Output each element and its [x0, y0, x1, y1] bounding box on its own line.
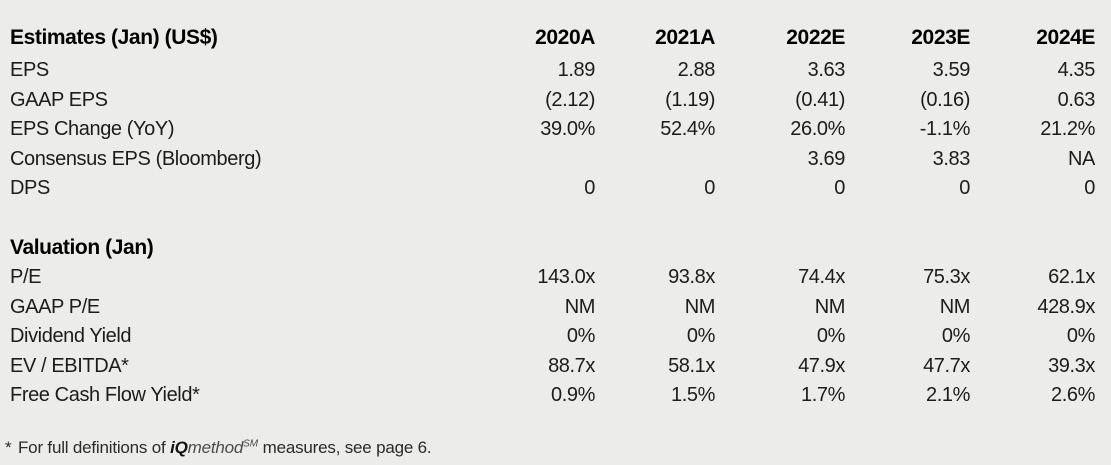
- cell-value: NM: [814, 295, 845, 318]
- row-label: P/E: [10, 266, 42, 288]
- cell-value: NM: [939, 295, 970, 318]
- cell-value: 47.7x: [923, 354, 970, 377]
- cell-value: 0%: [686, 325, 715, 347]
- cell-value: (1.19): [665, 88, 715, 111]
- cell-value: 2.1%: [926, 384, 970, 406]
- footnote: * For full definitions of iQmethodSM meas…: [5, 437, 1095, 458]
- cell-value: 2.6%: [1051, 384, 1095, 406]
- row-label: Free Cash Flow Yield*: [10, 384, 200, 406]
- cell-value: 0.63: [1057, 88, 1095, 111]
- footnote-servicemark: SM: [243, 437, 259, 449]
- column-header-2021a: 2021A: [655, 26, 715, 49]
- cell-value: 3.63: [807, 59, 845, 81]
- cell-value: 0%: [1066, 325, 1095, 347]
- table-row: EPS Change (YoY) 39.0% 52.4% 26.0% -1.1% 21.2…: [10, 115, 1095, 145]
- cell-value: 52.4%: [660, 118, 715, 140]
- cell-value: (0.16): [920, 88, 970, 111]
- section-spacer: [10, 204, 1095, 234]
- table-header-row: Estimates (Jan) (US$) 2020A 2021A 2022E …: [10, 20, 1095, 56]
- cell-value: 428.9x: [1037, 295, 1095, 318]
- footnote-prefix: For full definitions of: [18, 437, 171, 457]
- cell-value: 3.83: [932, 147, 970, 170]
- footnote-asterisk-marker: *: [5, 437, 12, 457]
- cell-value: 93.8x: [668, 266, 715, 288]
- cell-value: 26.0%: [790, 118, 845, 140]
- column-header-2023e: 2023E: [911, 26, 970, 49]
- row-label: Consensus EPS (Bloomberg): [10, 147, 262, 170]
- footnote-brand-method: method: [187, 437, 244, 457]
- section-title-row: Valuation (Jan): [10, 233, 1095, 263]
- cell-value: 75.3x: [923, 266, 970, 288]
- row-label: GAAP P/E: [10, 295, 100, 318]
- table-row: P/E 143.0x 93.8x 74.4x 75.3x 62.1x: [10, 263, 1095, 293]
- table-row: GAAP P/E NM NM NM NM 428.9x: [10, 293, 1095, 323]
- table-row: EV / EBITDA* 88.7x 58.1x 47.9x 47.7x 39.3x: [10, 352, 1095, 382]
- table-body: EPS 1.89 2.88 3.63 3.59 4.35 GAAP EPS (2.12) (1.…: [10, 56, 1095, 411]
- row-label: GAAP EPS: [10, 88, 108, 111]
- column-header-2022e: 2022E: [786, 26, 845, 49]
- cell-value: (2.12): [545, 88, 595, 111]
- table-row: Consensus EPS (Bloomberg) 3.69 3.83 NA: [10, 145, 1095, 175]
- table-row: DPS 0 0 0 0 0: [10, 174, 1095, 204]
- cell-value: 143.0x: [537, 266, 595, 288]
- cell-value: 62.1x: [1048, 266, 1095, 288]
- cell-value: (0.41): [795, 88, 845, 111]
- table-row: Dividend Yield 0% 0% 0% 0% 0%: [10, 322, 1095, 352]
- cell-value: 0%: [816, 325, 845, 347]
- cell-value: -1.1%: [919, 118, 970, 140]
- cell-value: 47.9x: [798, 354, 845, 377]
- section-title: Valuation (Jan): [10, 236, 154, 259]
- cell-value: 0: [959, 177, 970, 199]
- table-row: GAAP EPS (2.12) (1.19) (0.41) (0.16) 0.63: [10, 86, 1095, 116]
- footnote-brand-iq: iQ: [170, 437, 188, 457]
- cell-value: 0%: [566, 325, 595, 347]
- cell-value: 58.1x: [668, 354, 715, 377]
- cell-value: 88.7x: [548, 354, 595, 377]
- footnote-suffix: measures, see page 6.: [258, 437, 432, 457]
- table-row: Free Cash Flow Yield* 0.9% 1.5% 1.7% 2.1% 2.6…: [10, 381, 1095, 411]
- cell-value: 21.2%: [1040, 118, 1095, 140]
- table-title: Estimates (Jan) (US$): [10, 26, 218, 49]
- cell-value: NM: [684, 295, 715, 318]
- row-label: EPS: [10, 59, 49, 81]
- cell-value: 0%: [941, 325, 970, 347]
- column-header-2020a: 2020A: [535, 26, 595, 49]
- cell-value: NM: [564, 295, 595, 318]
- cell-value: 39.3x: [1048, 354, 1095, 377]
- cell-value: 0.9%: [551, 384, 595, 406]
- cell-value: 0: [584, 177, 595, 199]
- cell-value: 1.5%: [671, 384, 715, 406]
- table-row: EPS 1.89 2.88 3.63 3.59 4.35: [10, 56, 1095, 86]
- cell-value: 2.88: [677, 59, 715, 81]
- cell-value: 1.89: [557, 59, 595, 81]
- row-label: DPS: [10, 177, 50, 199]
- cell-value: 4.35: [1057, 59, 1095, 81]
- cell-value: 3.59: [932, 59, 970, 81]
- row-label: Dividend Yield: [10, 325, 132, 347]
- cell-value: 1.7%: [801, 384, 845, 406]
- cell-value: 0: [834, 177, 845, 199]
- cell-value: 0: [704, 177, 715, 199]
- cell-value: 39.0%: [540, 118, 595, 140]
- column-header-2024e: 2024E: [1036, 26, 1095, 49]
- cell-value: 0: [1084, 177, 1095, 199]
- row-label: EV / EBITDA*: [10, 354, 129, 377]
- cell-value: NA: [1068, 147, 1095, 170]
- cell-value: 3.69: [807, 147, 845, 170]
- row-label: EPS Change (YoY): [10, 118, 175, 140]
- cell-value: 74.4x: [798, 266, 845, 288]
